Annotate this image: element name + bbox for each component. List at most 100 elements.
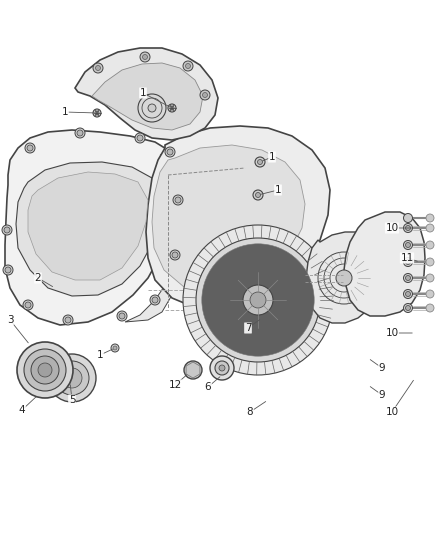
Polygon shape [344, 212, 425, 316]
Circle shape [255, 192, 261, 198]
Circle shape [62, 368, 82, 388]
Circle shape [187, 365, 198, 376]
Circle shape [167, 149, 173, 155]
Circle shape [24, 349, 66, 391]
Circle shape [196, 238, 320, 362]
Circle shape [426, 274, 434, 282]
Text: 1: 1 [275, 185, 281, 195]
Text: 9: 9 [379, 390, 385, 400]
Polygon shape [75, 48, 218, 140]
Circle shape [183, 225, 333, 375]
Circle shape [77, 130, 83, 136]
Circle shape [403, 214, 413, 222]
Circle shape [5, 267, 11, 273]
Circle shape [137, 135, 143, 141]
Text: 3: 3 [7, 315, 13, 325]
Text: 2: 2 [35, 273, 41, 283]
Text: 9: 9 [379, 363, 385, 373]
Polygon shape [186, 362, 200, 378]
Text: 10: 10 [385, 223, 399, 233]
Circle shape [119, 313, 125, 319]
Circle shape [426, 304, 434, 312]
Circle shape [17, 342, 73, 398]
Circle shape [23, 300, 33, 310]
Text: 10: 10 [385, 328, 399, 338]
Text: 1: 1 [140, 88, 146, 98]
Polygon shape [146, 126, 330, 308]
Circle shape [25, 143, 35, 153]
Text: 1: 1 [97, 350, 103, 360]
Circle shape [170, 106, 174, 110]
Circle shape [243, 285, 273, 315]
Circle shape [117, 311, 127, 321]
Text: 12: 12 [168, 380, 182, 390]
Circle shape [426, 241, 434, 249]
Circle shape [210, 252, 306, 348]
Polygon shape [125, 150, 193, 322]
Circle shape [216, 258, 300, 342]
Circle shape [165, 147, 175, 157]
Text: 1: 1 [268, 152, 276, 162]
Circle shape [406, 292, 410, 296]
Circle shape [95, 66, 100, 70]
Circle shape [406, 243, 410, 247]
Text: 6: 6 [205, 382, 211, 392]
Circle shape [253, 190, 263, 200]
Circle shape [31, 356, 59, 384]
Circle shape [55, 361, 89, 395]
Circle shape [75, 128, 85, 138]
Circle shape [258, 159, 262, 165]
Circle shape [403, 257, 413, 266]
Circle shape [175, 197, 181, 203]
Circle shape [403, 223, 413, 232]
Circle shape [148, 104, 156, 112]
Circle shape [403, 289, 413, 298]
Circle shape [224, 266, 292, 334]
Circle shape [2, 225, 12, 235]
Circle shape [152, 297, 158, 303]
Circle shape [4, 227, 10, 233]
Circle shape [406, 225, 410, 230]
Circle shape [426, 290, 434, 298]
Circle shape [25, 302, 31, 308]
Circle shape [403, 240, 413, 249]
Circle shape [426, 258, 434, 266]
Circle shape [202, 244, 314, 356]
Circle shape [406, 276, 410, 280]
Circle shape [27, 145, 33, 151]
Text: 4: 4 [19, 405, 25, 415]
Circle shape [250, 292, 266, 308]
Circle shape [205, 247, 311, 353]
Circle shape [38, 363, 52, 377]
Polygon shape [5, 130, 180, 325]
Circle shape [426, 224, 434, 232]
Circle shape [65, 317, 71, 323]
Circle shape [63, 315, 73, 325]
Text: 10: 10 [385, 407, 399, 417]
Circle shape [172, 252, 178, 258]
Polygon shape [28, 172, 148, 280]
Circle shape [135, 133, 145, 143]
Circle shape [93, 109, 101, 117]
Text: 5: 5 [69, 395, 75, 405]
Circle shape [255, 157, 265, 167]
Circle shape [336, 270, 352, 286]
Circle shape [113, 346, 117, 350]
Circle shape [221, 263, 295, 337]
Circle shape [208, 249, 309, 351]
Circle shape [219, 365, 225, 371]
Polygon shape [306, 232, 382, 323]
Circle shape [140, 52, 150, 62]
Circle shape [210, 356, 234, 380]
Circle shape [213, 255, 303, 345]
Circle shape [170, 250, 180, 260]
Circle shape [150, 295, 160, 305]
Circle shape [93, 63, 103, 73]
Circle shape [202, 93, 208, 98]
Text: 11: 11 [400, 253, 413, 263]
Circle shape [403, 273, 413, 282]
Circle shape [215, 361, 229, 375]
Circle shape [142, 54, 148, 60]
Circle shape [186, 63, 191, 69]
Text: 8: 8 [247, 407, 253, 417]
